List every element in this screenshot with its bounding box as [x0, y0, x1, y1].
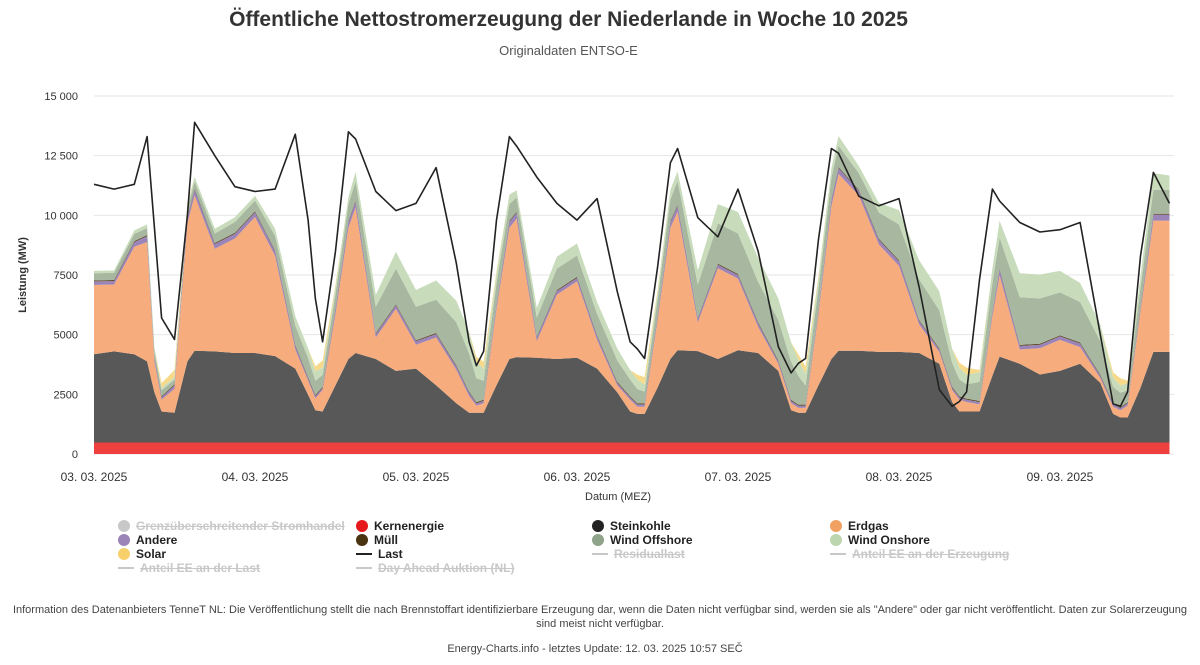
legend-item-anteil-ee-an-der-erzeugung[interactable]: Anteil EE an der Erzeugung — [830, 547, 1009, 561]
y-tick-label: 10 000 — [44, 210, 78, 222]
data-provider-note: Information des Datenanbieters TenneT NL… — [12, 604, 1188, 630]
legend-line-icon — [592, 553, 608, 555]
y-axis-ticks: 0 2500 5000 7500 10 000 12 500 15 000 — [44, 91, 78, 461]
x-tick-label: 09. 03. 2025 — [1027, 470, 1094, 484]
x-axis-ticks: 03. 03. 2025 04. 03. 2025 05. 03. 2025 06. … — [61, 470, 1094, 484]
legend-item-wind-offshore[interactable]: Wind Offshore — [592, 533, 693, 547]
legend-dot-icon — [118, 520, 130, 532]
legend-dot-icon — [592, 520, 604, 532]
x-axis-title: Datum (MEZ) — [585, 491, 651, 503]
legend-dot-icon — [356, 534, 368, 546]
legend-label: Anteil EE an der Erzeugung — [852, 547, 1010, 561]
legend-item-erdgas[interactable]: Erdgas — [830, 519, 889, 533]
legend-label: Grenzüberschreitender Stromhandel — [136, 519, 345, 533]
chart-legend: Grenzüberschreitender Stromhandel Kernene… — [118, 519, 1130, 577]
legend-item-anteil-ee-an-der-last[interactable]: Anteil EE an der Last — [118, 561, 260, 575]
legend-label: Müll — [374, 533, 398, 547]
legend-line-icon — [356, 567, 372, 569]
legend-dot-icon — [118, 534, 130, 546]
legend-item-residuallast[interactable]: Residuallast — [592, 547, 685, 561]
y-tick-label: 2500 — [54, 389, 78, 401]
y-tick-label: 7500 — [54, 270, 78, 282]
y-tick-label: 0 — [72, 449, 78, 461]
legend-dot-icon — [356, 520, 368, 532]
legend-item-solar[interactable]: Solar — [118, 547, 166, 561]
load-line — [93, 121, 1171, 408]
x-tick-label: 05. 03. 2025 — [383, 470, 450, 484]
x-tick-label: 08. 03. 2025 — [866, 470, 933, 484]
legend-line-icon — [830, 553, 846, 555]
legend-item-andere[interactable]: Andere — [118, 533, 177, 547]
y-axis-title: Leistung (MW) — [17, 237, 29, 313]
chart-title: Öffentliche Nettostromerzeugung der Nied… — [229, 8, 908, 31]
area-steinkohle — [94, 350, 1170, 443]
legend-line-icon — [118, 567, 134, 569]
legend-dot-icon — [830, 534, 842, 546]
legend-label: Erdgas — [848, 519, 889, 533]
line-last — [93, 121, 1171, 408]
x-tick-label: 03. 03. 2025 — [61, 470, 128, 484]
legend-item-grenzueberschreitender-stromhandel[interactable]: Grenzüberschreitender Stromhandel — [118, 519, 345, 533]
legend-item-last[interactable]: Last — [356, 547, 403, 561]
y-tick-label: 15 000 — [44, 91, 78, 103]
chart-subtitle: Originaldaten ENTSO-E — [499, 43, 638, 58]
y-tick-label: 12 500 — [44, 151, 78, 163]
legend-dot-icon — [592, 534, 604, 546]
legend-label: Andere — [136, 533, 178, 547]
legend-dot-icon — [118, 548, 130, 560]
legend-label: Solar — [136, 547, 167, 561]
legend-label: Steinkohle — [610, 519, 671, 533]
x-tick-label: 04. 03. 2025 — [222, 470, 289, 484]
x-tick-label: 07. 03. 2025 — [705, 470, 772, 484]
legend-item-kernenergie[interactable]: Kernenergie — [356, 519, 444, 533]
legend-label: Anteil EE an der Last — [140, 561, 261, 575]
legend-label: Last — [378, 547, 403, 561]
legend-item-muell[interactable]: Müll — [356, 533, 398, 547]
y-tick-label: 5000 — [54, 330, 78, 342]
legend-item-steinkohle[interactable]: Steinkohle — [592, 519, 671, 533]
legend-line-icon — [356, 553, 372, 555]
area-kernenergie — [94, 442, 1170, 454]
legend-label: Wind Offshore — [610, 533, 693, 547]
legend-item-wind-onshore[interactable]: Wind Onshore — [830, 533, 930, 547]
stacked-areas — [94, 136, 1170, 454]
legend-label: Day Ahead Auktion (NL) — [378, 561, 515, 575]
legend-item-day-ahead-auktion-nl[interactable]: Day Ahead Auktion (NL) — [356, 561, 514, 575]
update-credit: Energy-Charts.info - letztes Update: 12.… — [447, 643, 743, 655]
x-tick-label: 06. 03. 2025 — [544, 470, 611, 484]
legend-label: Wind Onshore — [848, 533, 930, 547]
chart-plot: 0 2500 5000 7500 10 000 12 500 15 000 03. 03. … — [17, 91, 1174, 503]
legend-label: Kernenergie — [374, 519, 445, 533]
legend-dot-icon — [830, 520, 842, 532]
legend-label: Residuallast — [614, 547, 685, 561]
